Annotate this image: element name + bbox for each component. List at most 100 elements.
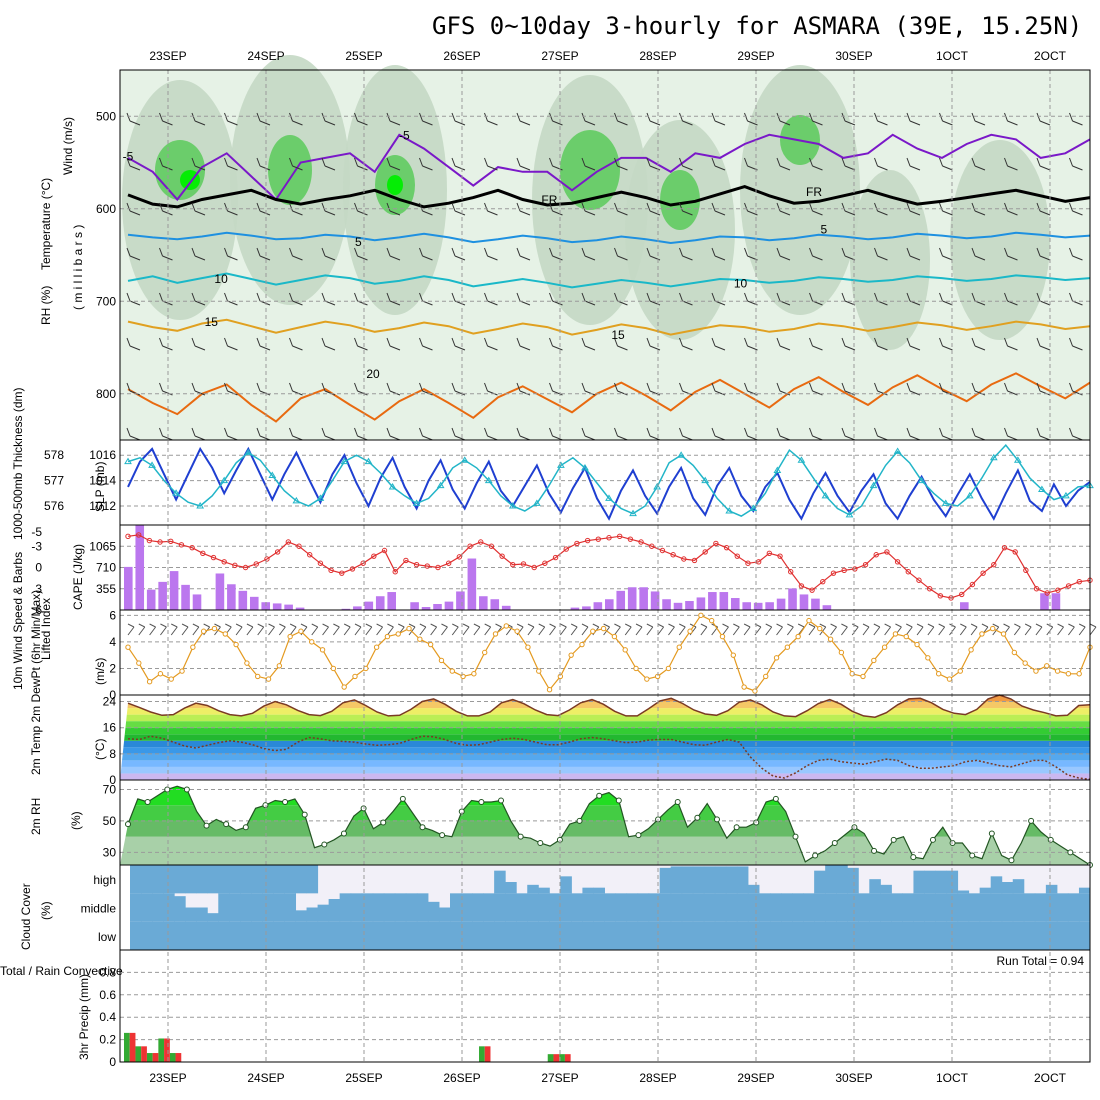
cape-bar [353,606,362,610]
lifted-marker [328,567,334,574]
isotherm-line [127,133,1091,202]
lifted-marker [488,543,495,549]
rh-marker [399,795,406,802]
rh-marker [871,847,878,854]
cloud-bar [979,921,992,950]
lifted-marker [713,540,719,547]
cloud-bar [957,890,970,894]
wind-barb [776,382,791,396]
lifted-marker [424,563,430,569]
date-label-bottom: 23SEP [149,1071,186,1085]
wind-barb-10m [387,623,394,636]
wind-barb [354,427,368,441]
cloud-bar [350,921,363,950]
wind-marker [525,644,531,650]
cloud-bar [251,865,263,894]
wind-marker [438,657,445,664]
cloud-bar [979,887,992,894]
wind-barb [224,382,238,396]
wind-barb [419,382,433,396]
wind-barb-10m [160,623,167,636]
cape-bar [1040,593,1049,610]
lifted-marker [467,543,473,549]
cape-bar [467,558,477,610]
cloud-bar [670,921,683,950]
lifted-marker [563,546,569,552]
cape-bar [696,597,706,610]
temp-band [120,773,1090,780]
wind-barb [646,427,661,441]
date-label-top: 2OCT [1034,49,1067,63]
cape-bar [410,602,419,610]
wind-barb [354,157,368,171]
wind-barb [874,157,888,171]
thickness-marker [941,499,950,506]
temp-band [120,760,1090,767]
wind-marker [536,668,542,674]
temp-line [127,694,1091,718]
wind-barb [939,202,953,216]
lifted-marker [798,583,805,589]
wind-barb [939,337,953,351]
lifted-marker [894,559,901,565]
thickness-marker [605,494,613,501]
cloud-bar [670,893,683,922]
isotherm-label: 20 [366,367,380,381]
wind-barb [906,157,921,171]
wind-barb-10m [1013,623,1021,636]
cape-bar [215,573,225,610]
date-label-top: 25SEP [345,49,382,63]
wind-marker [449,668,455,674]
wind-barb [289,337,303,351]
cloud-bar [692,921,705,950]
cape-bar [238,590,248,610]
lifted-marker [1055,587,1061,593]
wind-barb [1069,202,1083,216]
lifted-marker [574,540,580,547]
lifted-marker [232,562,238,569]
wind-barb [256,112,271,126]
wind-barb [289,247,303,261]
cloud-bar [560,893,572,922]
wind-barb [646,202,661,216]
thickness-tick-label: 578 [44,448,64,462]
wind-barb-10m [257,623,265,636]
cloud-bar [847,867,859,894]
wind-barb-10m [127,623,135,636]
wind-barb-10m [484,623,492,636]
wind-barb-10m [959,623,967,636]
wind-barb [776,427,791,441]
wind-barb [906,337,921,351]
rh-marker [713,816,720,823]
thickness-marker [989,453,998,461]
wind-barb [874,427,888,441]
wind-barb [419,337,433,351]
cloud-bar [549,921,561,950]
lifted-marker [649,543,655,549]
cloud-bar [968,893,981,922]
wind-marker [622,647,628,653]
wind-barb [776,337,791,351]
thickness-marker [436,481,445,489]
chart-title: GFS 0~10day 3-hourly for ASMARA (39E, 15… [432,12,1083,40]
slp-line [127,446,1091,521]
isotherm-line [127,372,1091,423]
cloud-bar [1012,879,1025,894]
lifted-marker [884,549,890,555]
wind-barb [126,337,141,351]
rh-marker [537,839,544,846]
date-label-top: 24SEP [247,49,284,63]
thickness-marker [196,501,205,509]
isotherm-line [127,185,1091,209]
lifted-marker [841,567,847,574]
cloud-unit-label: (%) [39,901,53,920]
cape-bar [593,602,603,610]
wind-barb [354,382,368,396]
isotherm-label: 5 [355,235,362,249]
wind-barb-10m [916,623,924,636]
lifted-marker [317,560,324,566]
cloud-bar [427,921,440,950]
wind-marker [676,644,682,650]
cloud-bar [681,893,694,922]
wind-marker [276,663,283,669]
